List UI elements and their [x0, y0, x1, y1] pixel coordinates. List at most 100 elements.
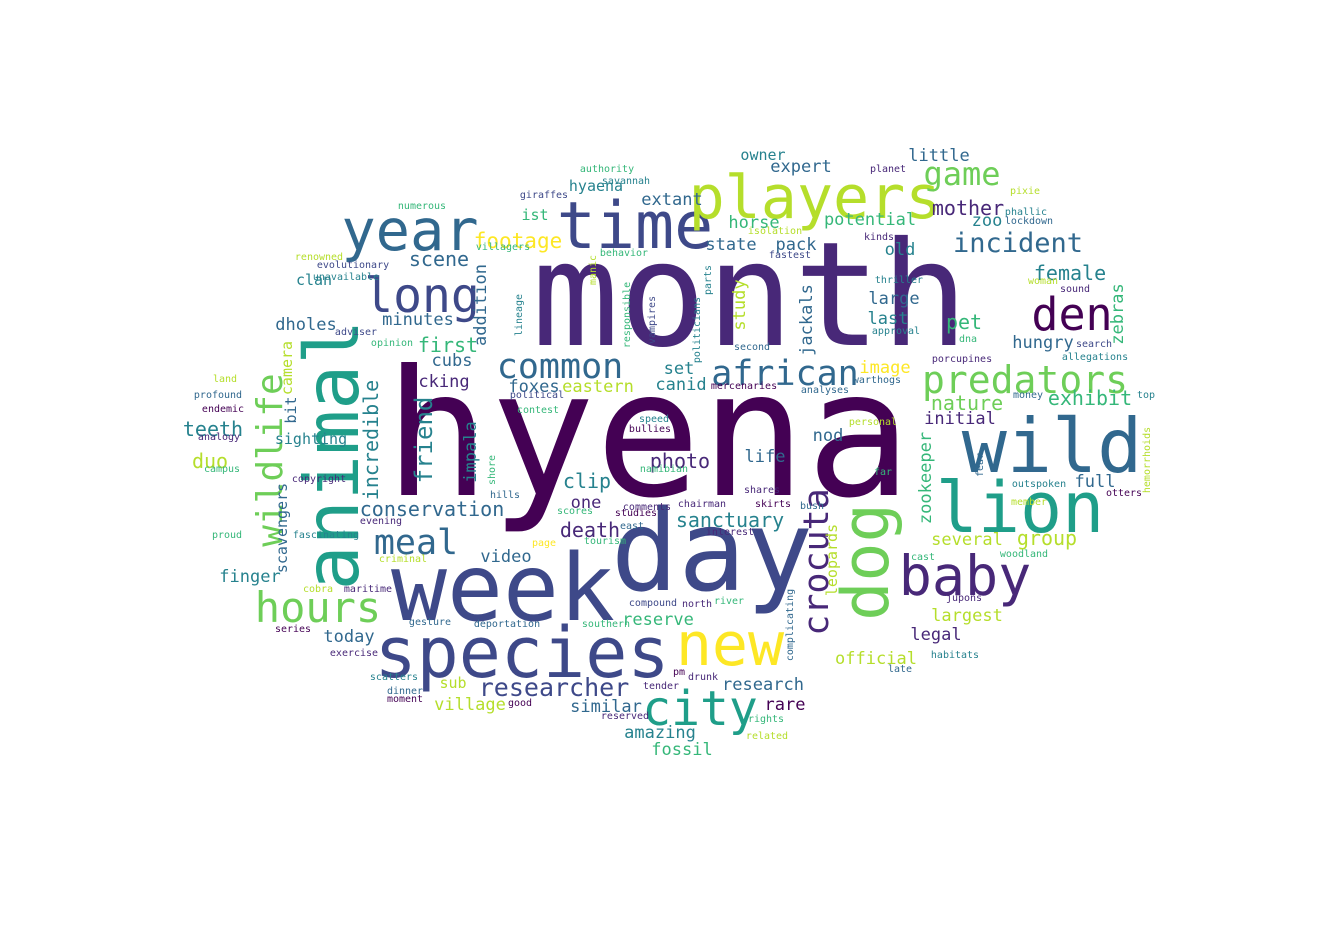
word-duo: duo — [192, 449, 228, 473]
word-allegations: allegations — [1062, 352, 1128, 363]
word-exhibit: exhibit — [1048, 386, 1132, 410]
word-bush: bush — [800, 501, 824, 512]
word-speed: speed — [639, 414, 669, 425]
word-incredible: incredible — [359, 380, 383, 500]
word-year: year — [341, 198, 478, 264]
word-compound: compound — [629, 598, 677, 609]
word-dna: dna — [959, 334, 977, 345]
word-lineage: lineage — [514, 294, 525, 336]
word-behavior: behavior — [600, 248, 648, 259]
word-approval: approval — [872, 326, 920, 337]
word-chairman: chairman — [678, 499, 726, 510]
word-fascinating: fascinating — [293, 530, 359, 541]
word-potential: potential — [824, 210, 916, 230]
word-pack: pack — [776, 235, 817, 255]
word-search: search — [1076, 339, 1112, 350]
word-predators: predators — [922, 358, 1128, 402]
word-death: death — [560, 518, 620, 542]
word-initial: initial — [924, 409, 996, 429]
word-crocuta: crocuta — [797, 488, 837, 636]
word-analyses: analyses — [801, 385, 849, 396]
word-cobra: cobra — [303, 584, 333, 595]
word-bullies: bullies — [629, 424, 671, 435]
word-life: life — [745, 447, 786, 467]
word-clip: clip — [563, 469, 611, 493]
word-parts: parts — [703, 265, 714, 295]
word-pixie: pixie — [1010, 186, 1040, 197]
word-one: one — [571, 493, 602, 513]
word-den: den — [1031, 288, 1112, 341]
word-cubs: cubs — [432, 351, 473, 371]
word-photo: photo — [650, 449, 710, 473]
word-jackals: jackals — [797, 284, 817, 356]
word-friend: friend — [410, 397, 438, 484]
word-zebras: zebras — [1108, 283, 1128, 344]
word-reserve: reserve — [622, 610, 694, 630]
word-meal: meal — [374, 523, 458, 563]
word-village: village — [434, 695, 506, 715]
word-pet: pet — [946, 310, 982, 334]
word-responsible: responsible — [622, 282, 633, 348]
word-manic: manic — [588, 255, 599, 285]
word-unavailable: unavailable — [313, 272, 379, 283]
word-rare: rare — [765, 695, 806, 715]
word-scores: scores — [557, 506, 593, 517]
word-criminal: criminal — [379, 554, 427, 565]
word-comments: comments — [623, 502, 671, 513]
word-shore: shore — [487, 455, 498, 485]
word-similar: similar — [570, 697, 642, 717]
word-long: long — [364, 268, 480, 324]
word-politicians: politicians — [692, 297, 703, 363]
word-expert: expert — [770, 157, 831, 177]
word-lockdown: lockdown — [1005, 216, 1053, 227]
word-namibian: namibian — [640, 464, 688, 475]
word-exercise: exercise — [330, 648, 378, 659]
word-cast: cast — [911, 552, 935, 563]
word-amazing: amazing — [624, 723, 696, 743]
word-baby: baby — [899, 544, 1031, 608]
word-land: land — [213, 374, 237, 385]
word-hemorrhoids: hemorrhoids — [1142, 427, 1153, 493]
word-nod: nod — [813, 426, 844, 446]
word-fossil: fossil — [651, 740, 712, 760]
word-southern: southern — [582, 619, 630, 630]
word-leopards: leopards — [823, 524, 841, 596]
word-time: time — [557, 189, 714, 264]
word-late: late — [888, 664, 912, 675]
word-old: old — [885, 240, 916, 260]
word-analogy: analogy — [198, 432, 240, 443]
word-footage: footage — [474, 229, 563, 253]
word-players: players — [689, 163, 942, 233]
word-reserved: reserved — [601, 711, 649, 722]
word-savannah: savannah — [602, 176, 650, 187]
word-wildlife: wildlife — [250, 373, 291, 546]
word-mother: mother — [932, 196, 1004, 220]
word-hours: hours — [255, 583, 381, 632]
word-hyaena: hyaena — [569, 177, 623, 195]
word-river: river — [714, 596, 744, 607]
word-page: page — [532, 538, 556, 549]
word-research: research — [722, 675, 804, 695]
word-group: group — [1017, 526, 1077, 550]
word-camera: camera — [278, 341, 296, 395]
word-animal: animal — [288, 320, 376, 591]
word-little: little — [908, 146, 969, 166]
word-phallic: phallic — [1005, 207, 1047, 218]
word-complicating: complicating — [785, 589, 796, 661]
word-incident: incident — [953, 228, 1083, 259]
word-kinds: kinds — [864, 232, 894, 243]
word-member: member — [1011, 497, 1047, 508]
word-researcher: researcher — [479, 673, 630, 702]
word-legal: legal — [910, 625, 961, 645]
word-week: week — [391, 534, 615, 642]
word-owner: owner — [740, 146, 785, 164]
word-endemic: endemic — [202, 404, 244, 415]
word-minutes: minutes — [382, 310, 454, 330]
word-interest: interest — [706, 527, 754, 538]
word-teeth: teeth — [183, 417, 243, 441]
word-planet: planet — [870, 164, 906, 175]
word-eastern: eastern — [562, 377, 634, 397]
word-conservation: conservation — [360, 497, 505, 521]
word-scatters: scatters — [370, 672, 418, 683]
word-copyright: copyright — [292, 474, 346, 485]
